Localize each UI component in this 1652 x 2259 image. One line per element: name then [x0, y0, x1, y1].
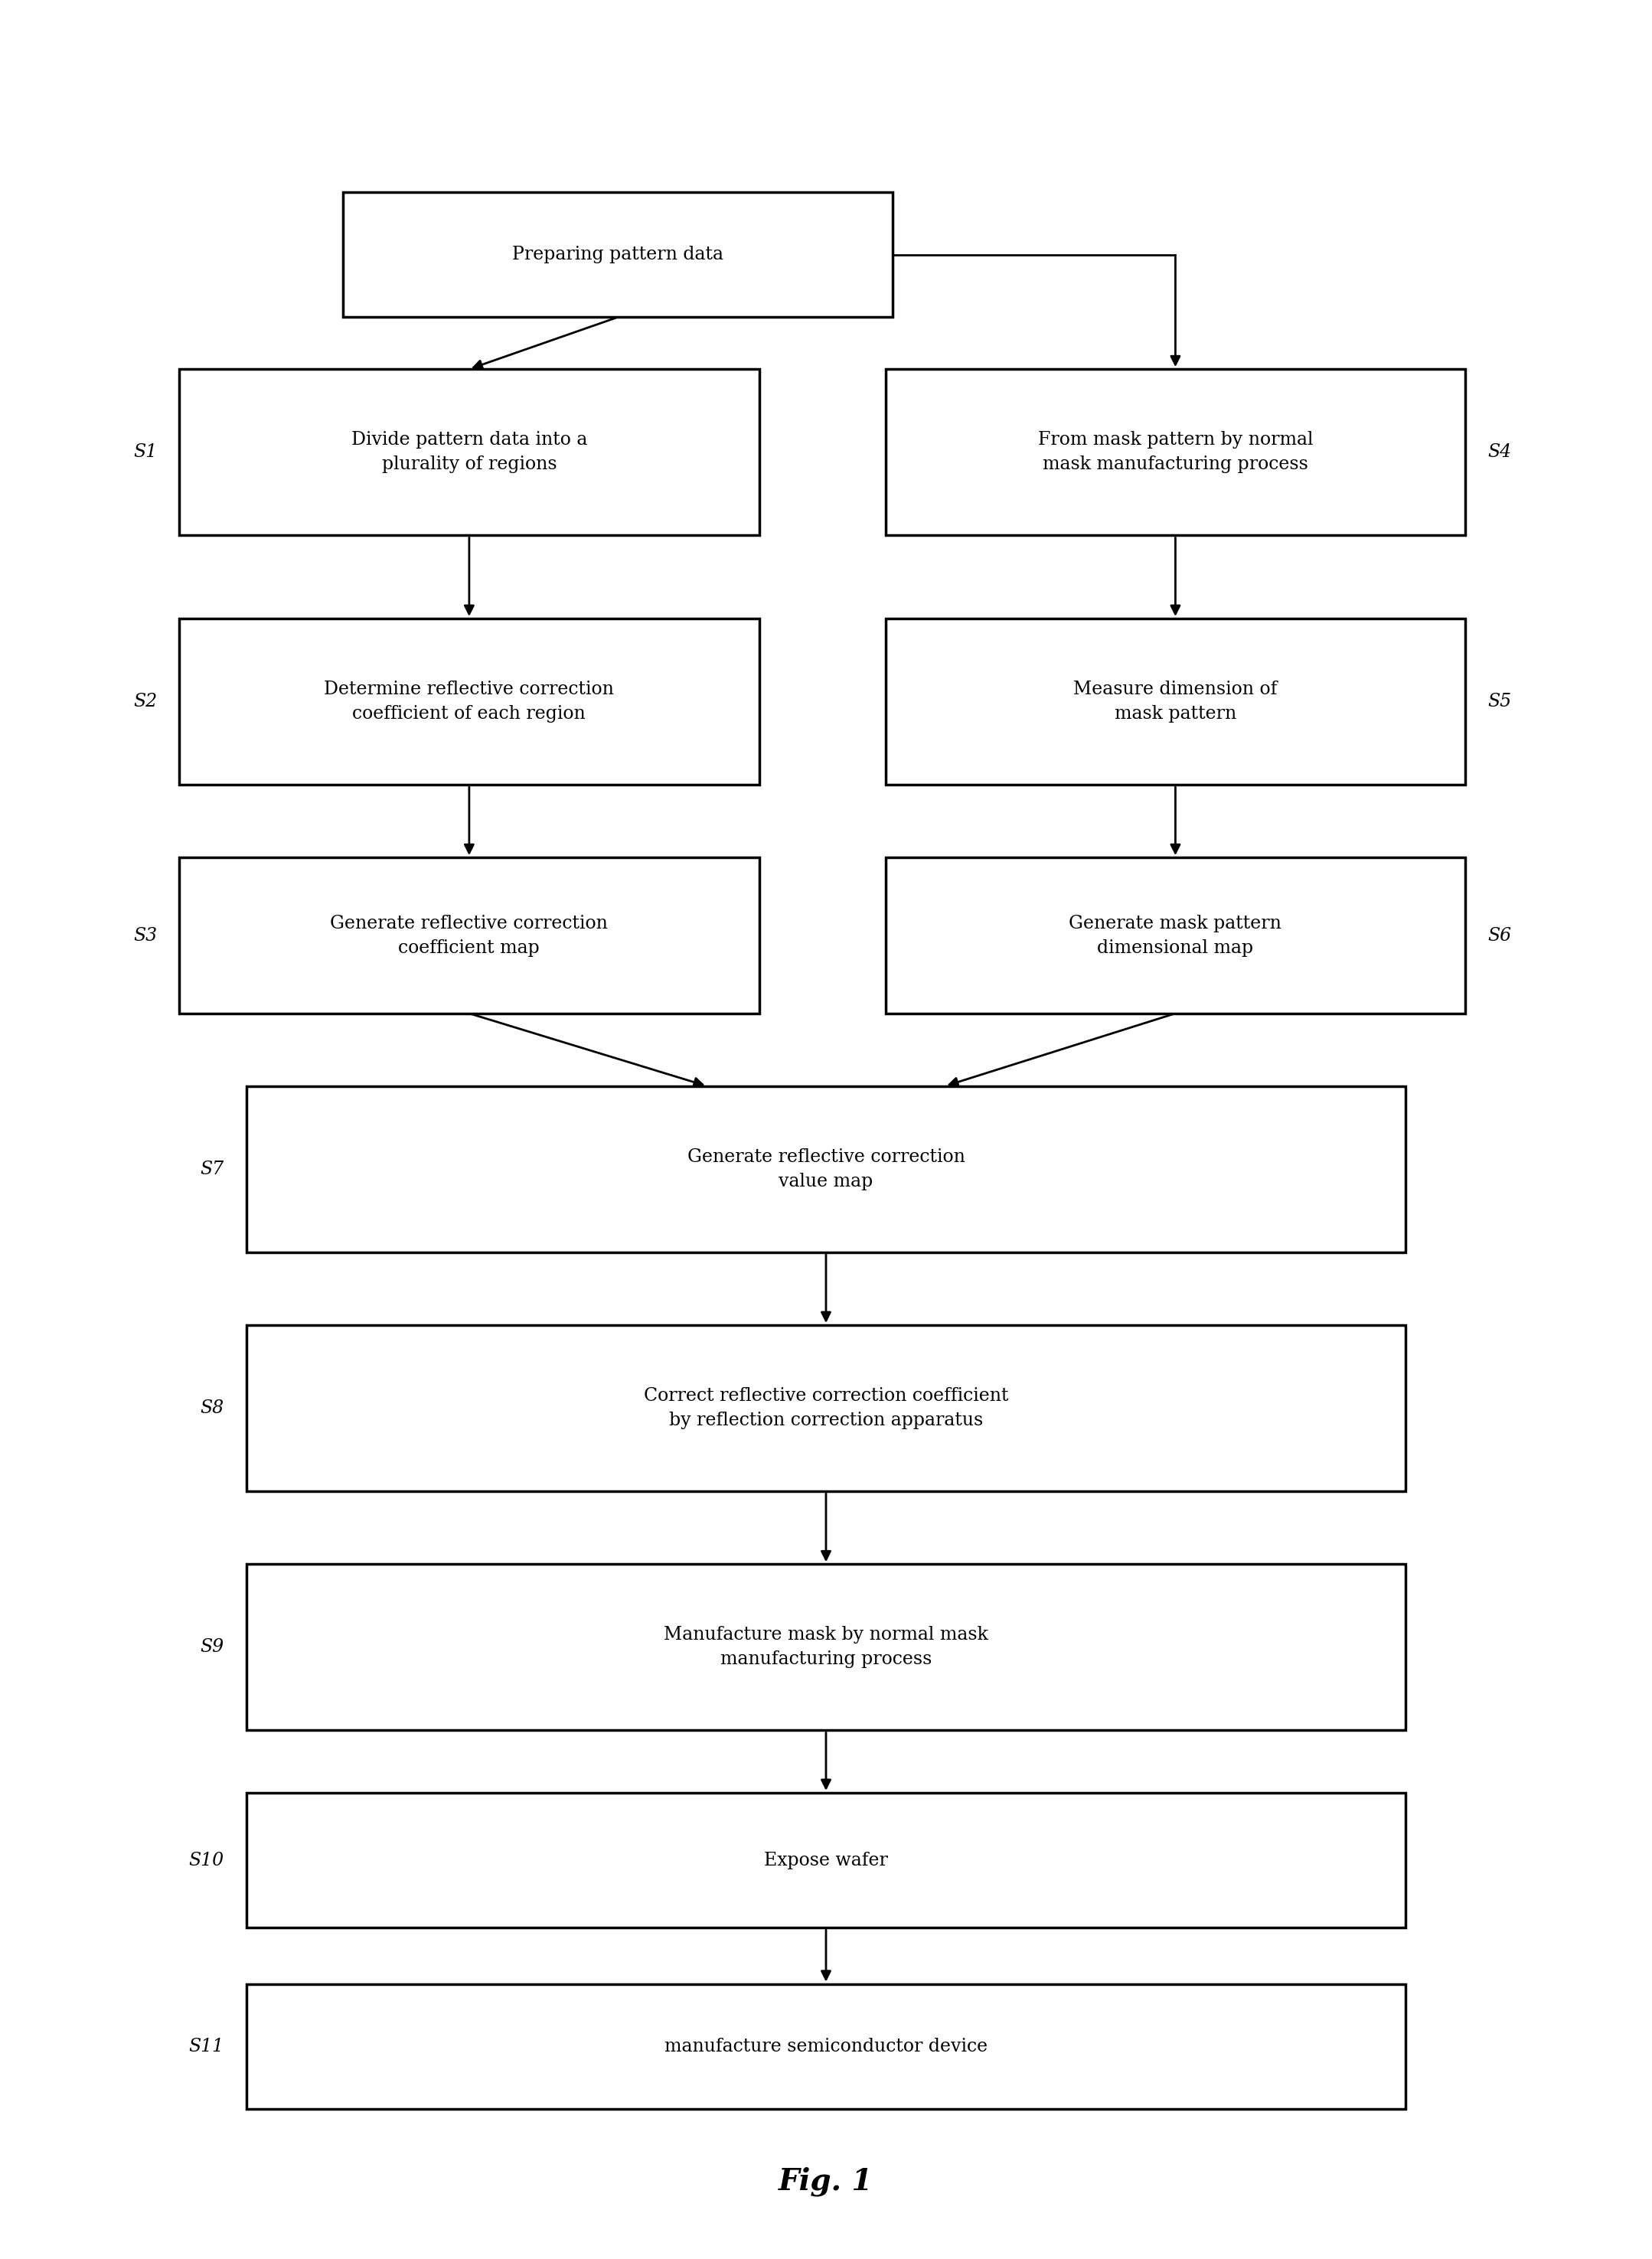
- Bar: [885, 368, 1465, 535]
- Text: Fig. 1: Fig. 1: [778, 2166, 874, 2196]
- Text: S4: S4: [1487, 443, 1512, 461]
- Text: S9: S9: [200, 1638, 225, 1656]
- Text: S1: S1: [134, 443, 157, 461]
- Bar: [885, 858, 1465, 1014]
- Text: Generate mask pattern
dimensional map: Generate mask pattern dimensional map: [1069, 915, 1282, 956]
- Text: S11: S11: [188, 2038, 225, 2056]
- Text: S6: S6: [1487, 926, 1512, 944]
- Text: S3: S3: [134, 926, 157, 944]
- Bar: [178, 858, 760, 1014]
- Text: S8: S8: [200, 1401, 225, 1416]
- Text: Generate reflective correction
value map: Generate reflective correction value map: [687, 1148, 965, 1190]
- Bar: [885, 619, 1465, 784]
- Text: Preparing pattern data: Preparing pattern data: [512, 246, 724, 264]
- Text: Divide pattern data into a
plurality of regions: Divide pattern data into a plurality of …: [352, 431, 586, 474]
- Text: Correct reflective correction coefficient
by reflection correction apparatus: Correct reflective correction coefficien…: [644, 1387, 1008, 1430]
- Text: From mask pattern by normal
mask manufacturing process: From mask pattern by normal mask manufac…: [1037, 431, 1313, 474]
- Text: S5: S5: [1487, 694, 1512, 709]
- Text: S10: S10: [188, 1852, 225, 1868]
- Text: Generate reflective correction
coefficient map: Generate reflective correction coefficie…: [330, 915, 608, 956]
- Text: Measure dimension of
mask pattern: Measure dimension of mask pattern: [1074, 680, 1277, 723]
- Bar: [246, 1326, 1406, 1491]
- Text: Determine reflective correction
coefficient of each region: Determine reflective correction coeffici…: [324, 680, 615, 723]
- Bar: [246, 1983, 1406, 2108]
- Text: S7: S7: [200, 1161, 225, 1177]
- Bar: [246, 1087, 1406, 1251]
- Text: Expose wafer: Expose wafer: [763, 1852, 889, 1868]
- Text: manufacture semiconductor device: manufacture semiconductor device: [664, 2038, 988, 2056]
- Bar: [246, 1563, 1406, 1730]
- Text: S2: S2: [134, 694, 157, 709]
- Text: Manufacture mask by normal mask
manufacturing process: Manufacture mask by normal mask manufact…: [664, 1626, 988, 1669]
- Bar: [178, 368, 760, 535]
- Bar: [246, 1794, 1406, 1927]
- Bar: [178, 619, 760, 784]
- Bar: [344, 192, 892, 316]
